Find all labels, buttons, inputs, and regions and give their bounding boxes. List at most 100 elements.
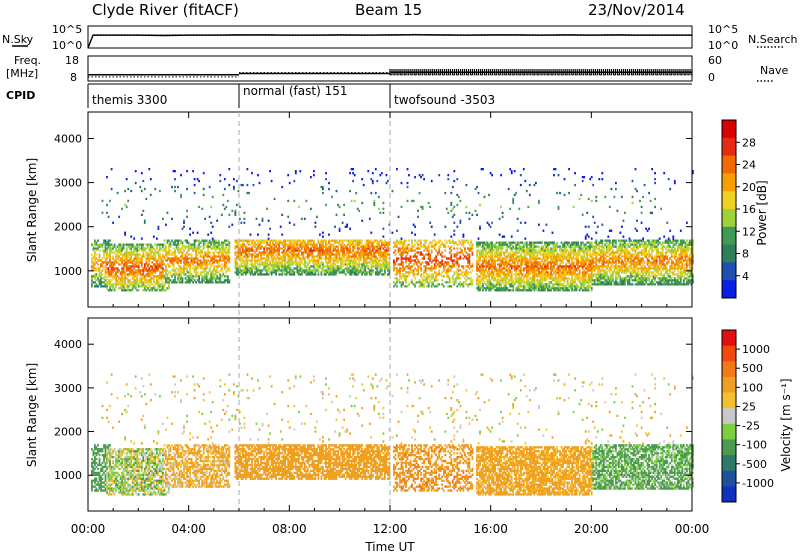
heatmap-cell [387,247,389,250]
heatmap-cell [453,273,456,276]
heatmap-cell [225,245,228,248]
heatmap-cell [524,267,527,270]
heatmap-cell [356,267,359,270]
heatmap-cell [180,261,182,264]
heatmap-cell [127,287,130,290]
heatmap-cell [409,281,412,284]
heatmap-cell [544,263,546,266]
heatmap-cell [100,271,102,274]
heatmap-cell [377,243,380,246]
heatmap-cell [451,275,454,278]
heatmap-cell [362,245,365,248]
heatmap-cell [225,275,228,278]
heatmap-cell [544,241,546,244]
heatmap-cell [396,257,398,260]
heatmap-cell [531,241,534,244]
heatmap-cell [159,285,161,288]
heatmap-cell [347,253,350,256]
heatmap-cell [273,271,276,274]
heatmap-cell [174,170,176,173]
heatmap-cell [358,271,361,274]
heatmap-cell [258,261,261,264]
heatmap-cell [402,243,404,246]
heatmap-cell [202,275,205,278]
heatmap-cell [222,193,225,197]
heatmap-cell [528,243,531,246]
heatmap-cell [465,271,468,274]
heatmap-cell [384,267,386,270]
heatmap-cell [151,245,154,248]
heatmap-cell [285,265,288,268]
heatmap-cell [270,245,273,248]
heatmap-cell [143,249,146,252]
heatmap-cell [494,265,496,268]
heatmap-cell [515,279,518,282]
heatmap-cell [538,285,540,288]
heatmap-cell [296,249,299,252]
heatmap-cell [242,265,244,268]
heatmap-cell [171,253,173,256]
heatmap-cell [535,181,537,185]
heatmap-cell [166,281,169,284]
heatmap-cell [181,247,184,250]
heatmap-cell [245,269,247,272]
heatmap-cell [411,243,413,246]
heatmap-cell [313,259,315,262]
heatmap-cell [501,267,504,270]
heatmap-cell [335,253,338,256]
heatmap-cell [417,247,419,250]
heatmap-cell [320,267,323,270]
heatmap-cell [251,267,253,270]
heatmap-cell [107,283,110,286]
heatmap-cell [119,245,122,248]
heatmap-cell [405,271,407,274]
heatmap-cell [497,289,499,292]
heatmap-cell [189,243,191,246]
heatmap-cell [347,247,350,250]
heatmap-cell [525,277,528,280]
heatmap-cell [504,273,507,276]
heatmap-cell [370,231,373,234]
heatmap-cell [157,275,160,278]
heatmap-cell [498,259,501,262]
heatmap-cell [196,265,199,268]
heatmap-cell [370,249,373,252]
heatmap-cell [246,257,249,260]
heatmap-cell [110,273,113,276]
heatmap-cell [193,243,196,246]
heatmap-cell [518,251,521,254]
heatmap-cell [236,257,238,260]
heatmap-cell [442,285,445,288]
heatmap-cell [204,255,207,258]
heatmap-cell [174,243,176,246]
heatmap-cell [504,255,507,258]
heatmap-cell [355,267,358,270]
heatmap-cell [130,255,133,258]
heatmap-cell [160,259,163,262]
heatmap-cell [414,285,416,288]
heatmap-cell [539,271,542,274]
heatmap-cell [260,251,262,254]
heatmap-cell [246,241,249,244]
heatmap-cell [486,243,489,246]
heatmap-cell [533,267,536,270]
heatmap-cell [157,269,160,272]
heatmap-cell [442,245,445,248]
heatmap-cell [149,193,152,197]
heatmap-cell [370,191,373,195]
heatmap-cell [453,243,456,246]
heatmap-cell [551,251,554,254]
heatmap-cell [104,251,107,254]
heatmap-cell [500,247,502,250]
heatmap-cell [148,269,151,272]
heatmap-cell [533,245,536,248]
heatmap-cell [344,263,347,266]
heatmap-cell [442,243,445,246]
heatmap-cell [264,251,267,254]
heatmap-cell [420,267,422,270]
heatmap-cell [516,251,519,254]
heatmap-cell [186,255,188,258]
heatmap-cell [113,275,116,278]
heatmap-cell [175,271,178,274]
heatmap-cell [121,281,123,284]
